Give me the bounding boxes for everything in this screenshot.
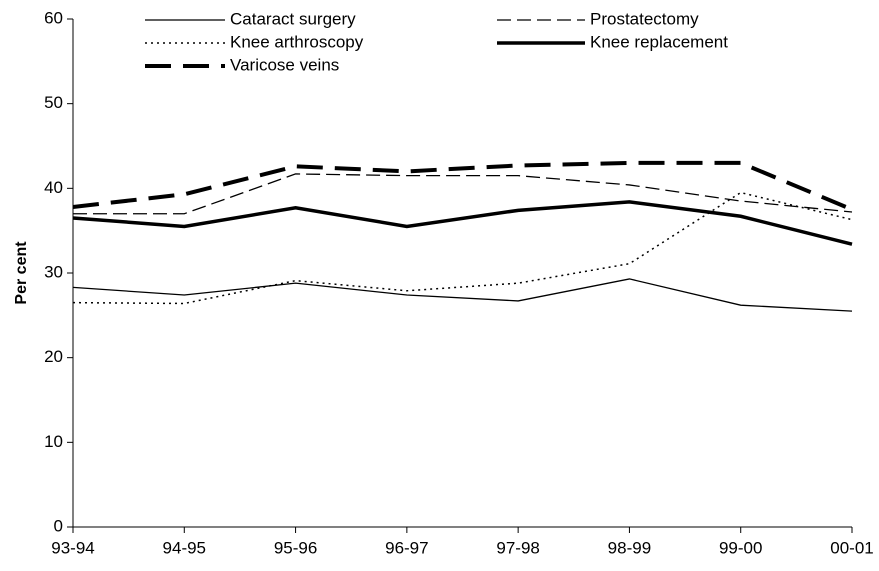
x-tick-label: 98-99 xyxy=(608,538,651,557)
x-tick-label: 95-96 xyxy=(274,538,317,557)
x-tick-label: 97-98 xyxy=(496,538,539,557)
x-tick-label: 99-00 xyxy=(719,538,762,557)
legend-label: Prostatectomy xyxy=(590,9,699,28)
y-tick-label: 10 xyxy=(44,432,63,451)
series-line xyxy=(72,160,853,212)
x-tick-label: 94-95 xyxy=(163,538,206,557)
legend-label: Varicose veins xyxy=(230,55,339,74)
y-tick-label: 0 xyxy=(54,516,63,535)
series-line xyxy=(73,173,853,215)
series-line xyxy=(72,200,853,246)
y-tick-label: 40 xyxy=(44,178,63,197)
y-axis-label: Per cent xyxy=(13,241,30,305)
x-tick-label: 00-01 xyxy=(830,538,873,557)
x-tick-label: 93-94 xyxy=(51,538,94,557)
legend-label: Cataract surgery xyxy=(230,9,356,28)
series-line xyxy=(72,191,853,305)
legend-label: Knee arthroscopy xyxy=(230,32,364,51)
y-tick-label: 20 xyxy=(44,347,63,366)
legend-label: Knee replacement xyxy=(590,32,728,51)
y-tick-label: 60 xyxy=(44,8,63,27)
y-tick-label: 50 xyxy=(44,93,63,112)
x-tick-label: 96-97 xyxy=(385,538,428,557)
series-line xyxy=(72,278,853,312)
y-tick-label: 30 xyxy=(44,262,63,281)
